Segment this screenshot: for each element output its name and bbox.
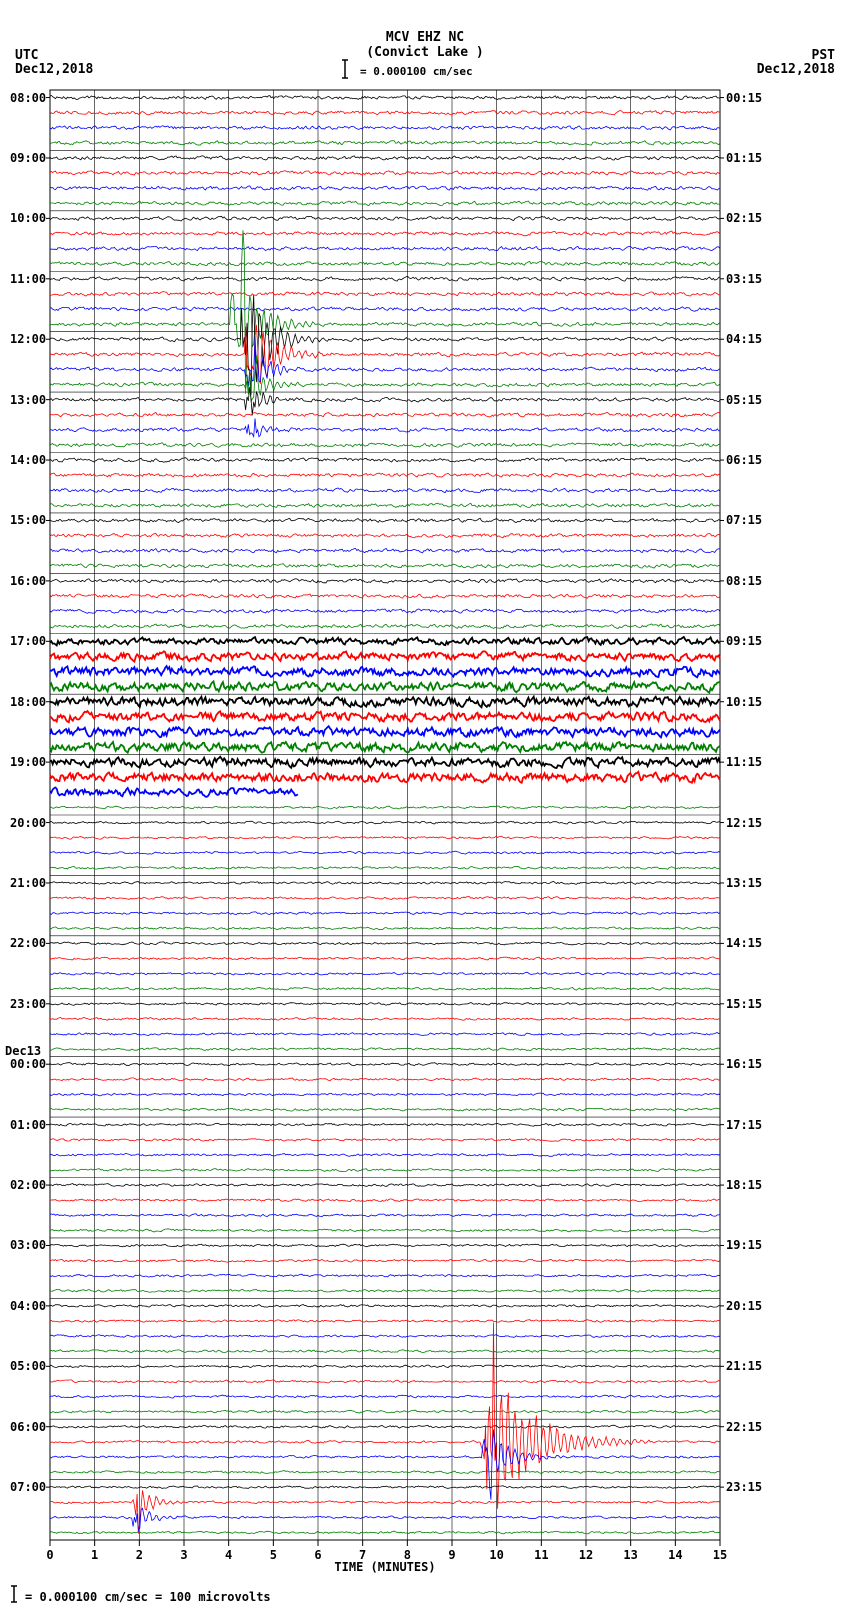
x-tick-label: 7 — [359, 1548, 366, 1562]
pst-time-label: 17:15 — [726, 1118, 762, 1132]
utc-time-label: 05:00 — [10, 1359, 46, 1373]
pst-time-label: 06:15 — [726, 453, 762, 467]
x-tick-label: 5 — [270, 1548, 277, 1562]
utc-time-label: 09:00 — [10, 151, 46, 165]
pst-time-label: 07:15 — [726, 513, 762, 527]
pst-time-label: 22:15 — [726, 1420, 762, 1434]
utc-time-label: 20:00 — [10, 816, 46, 830]
pst-time-label: 11:15 — [726, 755, 762, 769]
utc-time-label: 23:00 — [10, 997, 46, 1011]
pst-time-label: 02:15 — [726, 211, 762, 225]
utc-time-label: 01:00 — [10, 1118, 46, 1132]
seismogram-plot — [0, 0, 850, 1613]
x-tick-label: 11 — [534, 1548, 548, 1562]
utc-time-label: 10:00 — [10, 211, 46, 225]
utc-time-label: 16:00 — [10, 574, 46, 588]
x-tick-label: 13 — [623, 1548, 637, 1562]
utc-time-label: 14:00 — [10, 453, 46, 467]
x-tick-label: 0 — [46, 1548, 53, 1562]
utc-time-label: 13:00 — [10, 393, 46, 407]
x-tick-label: 6 — [314, 1548, 321, 1562]
x-tick-label: 1 — [91, 1548, 98, 1562]
utc-time-label: 02:00 — [10, 1178, 46, 1192]
x-tick-label: 15 — [713, 1548, 727, 1562]
date-marker: Dec13 — [5, 1044, 41, 1058]
pst-time-label: 16:15 — [726, 1057, 762, 1071]
pst-time-label: 18:15 — [726, 1178, 762, 1192]
utc-time-label: 22:00 — [10, 936, 46, 950]
pst-time-label: 14:15 — [726, 936, 762, 950]
utc-time-label: 11:00 — [10, 272, 46, 286]
pst-time-label: 15:15 — [726, 997, 762, 1011]
x-tick-label: 2 — [136, 1548, 143, 1562]
pst-time-label: 01:15 — [726, 151, 762, 165]
utc-time-label: 04:00 — [10, 1299, 46, 1313]
pst-time-label: 04:15 — [726, 332, 762, 346]
pst-time-label: 23:15 — [726, 1480, 762, 1494]
pst-time-label: 00:15 — [726, 91, 762, 105]
utc-time-label: 21:00 — [10, 876, 46, 890]
pst-time-label: 08:15 — [726, 574, 762, 588]
pst-time-label: 20:15 — [726, 1299, 762, 1313]
pst-time-label: 13:15 — [726, 876, 762, 890]
pst-time-label: 12:15 — [726, 816, 762, 830]
utc-time-label: 12:00 — [10, 332, 46, 346]
x-tick-label: 14 — [668, 1548, 682, 1562]
pst-time-label: 03:15 — [726, 272, 762, 286]
pst-time-label: 09:15 — [726, 634, 762, 648]
pst-time-label: 05:15 — [726, 393, 762, 407]
utc-time-label: 06:00 — [10, 1420, 46, 1434]
utc-time-label: 19:00 — [10, 755, 46, 769]
utc-time-label: 07:00 — [10, 1480, 46, 1494]
x-tick-label: 4 — [225, 1548, 232, 1562]
utc-time-label: 03:00 — [10, 1238, 46, 1252]
utc-time-label: 15:00 — [10, 513, 46, 527]
x-tick-label: 9 — [448, 1548, 455, 1562]
utc-time-label: 00:00 — [10, 1057, 46, 1071]
x-tick-label: 8 — [404, 1548, 411, 1562]
utc-time-label: 18:00 — [10, 695, 46, 709]
utc-time-label: 08:00 — [10, 91, 46, 105]
x-tick-label: 3 — [180, 1548, 187, 1562]
pst-time-label: 19:15 — [726, 1238, 762, 1252]
utc-time-label: 17:00 — [10, 634, 46, 648]
pst-time-label: 10:15 — [726, 695, 762, 709]
x-tick-label: 10 — [489, 1548, 503, 1562]
x-tick-label: 12 — [579, 1548, 593, 1562]
pst-time-label: 21:15 — [726, 1359, 762, 1373]
